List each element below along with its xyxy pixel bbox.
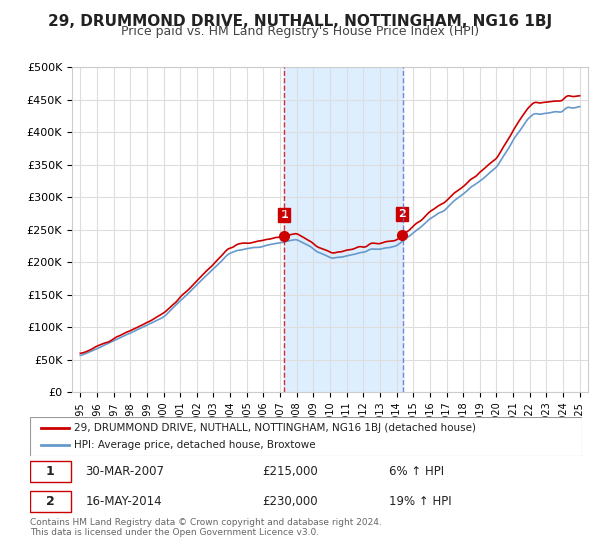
Text: 16-MAY-2014: 16-MAY-2014 [85,494,162,508]
Text: 2: 2 [398,209,406,219]
FancyBboxPatch shape [30,491,71,512]
Text: 19% ↑ HPI: 19% ↑ HPI [389,494,451,508]
Text: Contains HM Land Registry data © Crown copyright and database right 2024.
This d: Contains HM Land Registry data © Crown c… [30,518,382,538]
FancyBboxPatch shape [30,461,71,482]
Text: 1: 1 [46,465,55,478]
Text: £215,000: £215,000 [262,465,317,478]
Text: £230,000: £230,000 [262,494,317,508]
Text: Price paid vs. HM Land Registry's House Price Index (HPI): Price paid vs. HM Land Registry's House … [121,25,479,38]
Text: 6% ↑ HPI: 6% ↑ HPI [389,465,444,478]
Text: 29, DRUMMOND DRIVE, NUTHALL, NOTTINGHAM, NG16 1BJ: 29, DRUMMOND DRIVE, NUTHALL, NOTTINGHAM,… [48,14,552,29]
FancyBboxPatch shape [30,417,582,456]
Text: 30-MAR-2007: 30-MAR-2007 [85,465,164,478]
Text: 2: 2 [46,494,55,508]
Text: 29, DRUMMOND DRIVE, NUTHALL, NOTTINGHAM, NG16 1BJ (detached house): 29, DRUMMOND DRIVE, NUTHALL, NOTTINGHAM,… [74,423,476,433]
Text: HPI: Average price, detached house, Broxtowe: HPI: Average price, detached house, Brox… [74,440,316,450]
Text: 1: 1 [280,210,288,220]
Bar [284,67,403,392]
